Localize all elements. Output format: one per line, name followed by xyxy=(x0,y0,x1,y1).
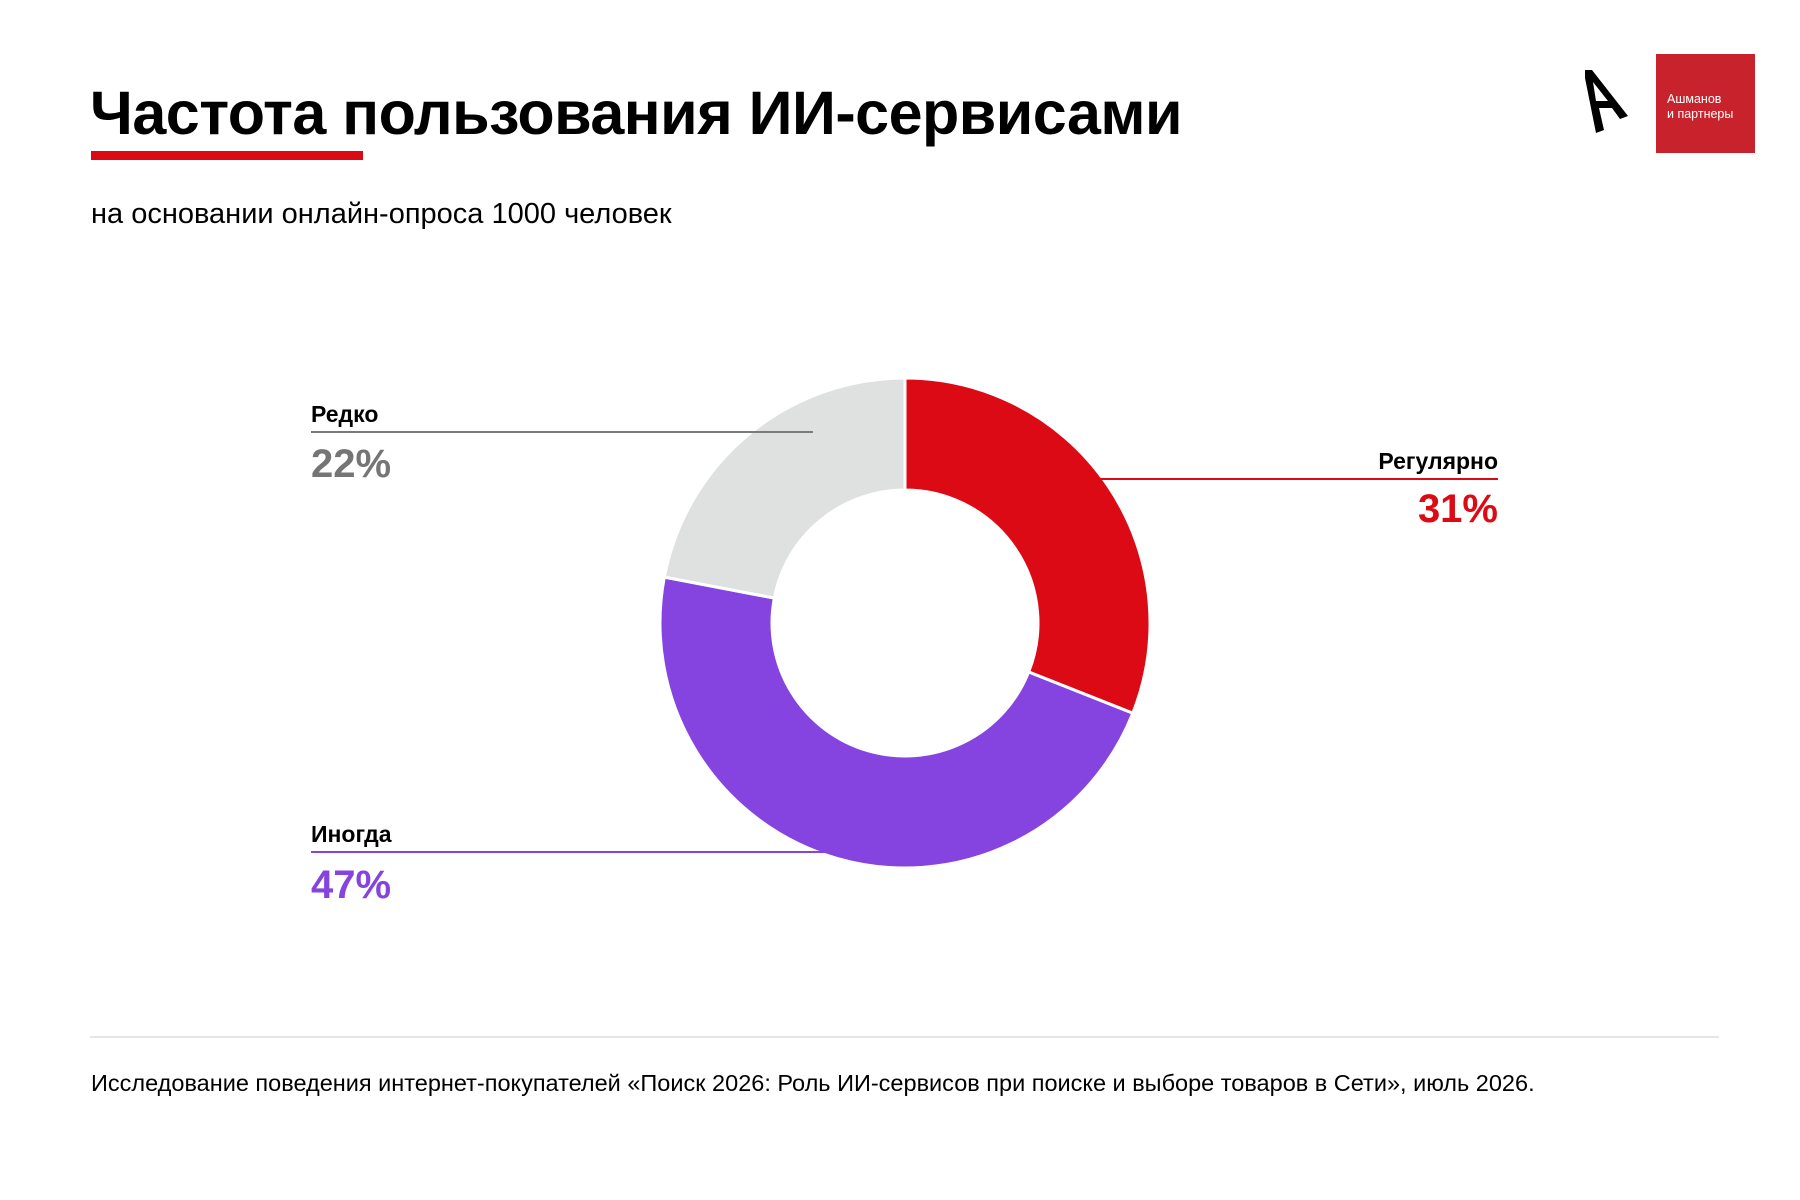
page-title: Частота пользования ИИ-сервисами xyxy=(90,79,1183,147)
donut-slice-rarely xyxy=(662,376,907,600)
brand-logo-badge: Ашманов и партнеры xyxy=(1656,54,1755,153)
category-label-regular: Регулярно xyxy=(1378,448,1498,474)
arrow-a-logo-icon xyxy=(1585,70,1628,133)
brand-name-line2: и партнеры xyxy=(1667,107,1734,121)
page-subtitle: на основании онлайн-опроса 1000 человек xyxy=(91,198,672,230)
leader-lines xyxy=(311,431,1498,853)
category-label-rarely: Редко xyxy=(311,401,379,427)
value-label-rarely: 22% xyxy=(311,442,392,486)
title-underline xyxy=(91,151,363,160)
brand-name-line1: Ашманов xyxy=(1667,92,1722,106)
donut-slices xyxy=(658,376,1152,870)
donut-slice-regular xyxy=(903,376,1152,716)
donut-slice-sometimes xyxy=(658,575,1135,870)
value-label-sometimes: 47% xyxy=(311,863,392,907)
value-label-regular: 31% xyxy=(1417,487,1498,531)
footer-divider xyxy=(90,1036,1719,1038)
source-note: Исследование поведения интернет-покупате… xyxy=(91,1070,1535,1096)
category-label-sometimes: Иногда xyxy=(311,821,392,847)
